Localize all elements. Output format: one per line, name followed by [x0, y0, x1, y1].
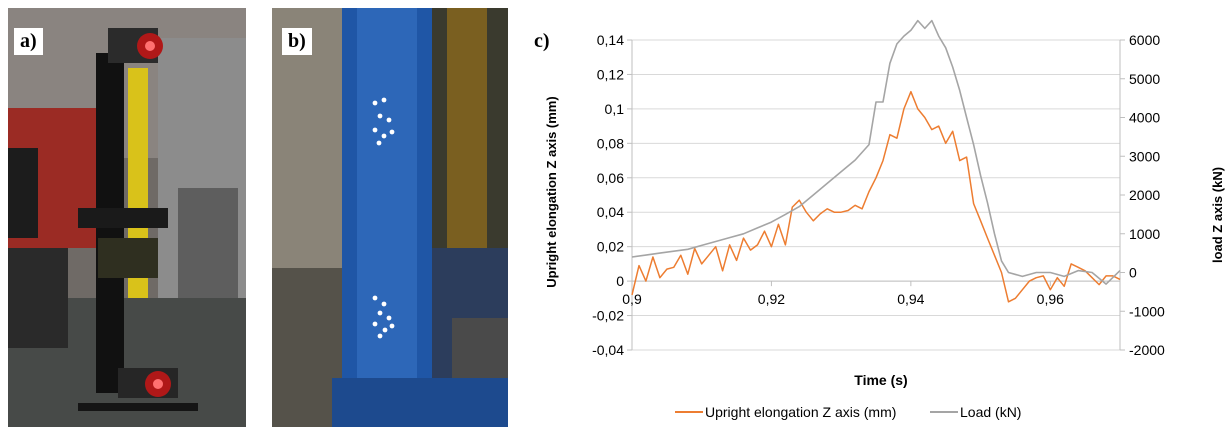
- x-axis-title: Time (s): [854, 372, 907, 388]
- marker-dots-lower: [372, 295, 395, 339]
- y-left-tick-label: 0,04: [597, 204, 624, 220]
- y-right-tick-label: 2000: [1129, 187, 1160, 203]
- panel-label-b: b): [282, 28, 312, 55]
- y-left-tick-label: 0,14: [597, 32, 624, 48]
- y-left-tick-label: 0,08: [597, 135, 624, 151]
- marker-dots-upper: [372, 97, 395, 146]
- y-right-ticks: -2000 -1000 0 1000 2000 3000 4000 5000 6000: [1120, 32, 1165, 358]
- y-left-axis-title: Upright elongation Z axis (mm): [544, 96, 559, 287]
- y-left-tick-label: 0: [616, 273, 624, 289]
- y-right-tick-label: -1000: [1129, 303, 1165, 319]
- y-right-tick-label: 4000: [1129, 110, 1160, 126]
- panel-label-a: a): [14, 28, 43, 55]
- legend-label-0: Upright elongation Z axis (mm): [705, 404, 896, 420]
- y-right-tick-label: 0: [1129, 265, 1137, 281]
- series-line-0: [631, 90, 1121, 303]
- photo-b-image: [272, 8, 508, 427]
- photo-a: [8, 8, 246, 427]
- x-tick-label: 0,92: [758, 291, 785, 307]
- chart-plot-area: [631, 19, 1121, 303]
- y-left-tick-label: 0,02: [597, 239, 624, 255]
- y-right-tick-label: 5000: [1129, 71, 1160, 87]
- chart-c: -0,04 -0,02 0 0,02 0,04 0,06 0,08 0,1 0,12 0,14 -…: [544, 19, 1225, 420]
- y-right-tick-label: 6000: [1129, 32, 1160, 48]
- photo-a-image: [8, 8, 246, 427]
- x-tick-label: 0,9: [622, 291, 642, 307]
- y-right-tick-label: 1000: [1129, 226, 1160, 242]
- x-ticks: 0,9 0,92 0,94 0,96: [622, 281, 1064, 307]
- y-left-ticks: -0,04 -0,02 0 0,02 0,04 0,06 0,08 0,1 0,12 0,14: [592, 32, 632, 358]
- legend-label-1: Load (kN): [960, 404, 1021, 420]
- x-tick-label: 0,94: [897, 291, 924, 307]
- y-right-tick-label: 3000: [1129, 148, 1160, 164]
- y-left-tick-label: 0,06: [597, 170, 624, 186]
- y-left-tick-label: -0,04: [592, 342, 624, 358]
- chart-legend: Upright elongation Z axis (mm) Load (kN): [675, 404, 1021, 420]
- y-right-tick-label: -2000: [1129, 342, 1165, 358]
- photo-b: [272, 8, 508, 427]
- x-tick-label: 0,96: [1037, 291, 1064, 307]
- series-line-1: [631, 19, 1121, 285]
- y-left-tick-label: 0,12: [597, 66, 624, 82]
- panel-label-c: c): [530, 28, 554, 55]
- y-left-tick-label: 0,1: [605, 101, 625, 117]
- y-right-axis-title: load Z axis (kN): [1210, 167, 1225, 263]
- y-left-tick-label: -0,02: [592, 308, 624, 324]
